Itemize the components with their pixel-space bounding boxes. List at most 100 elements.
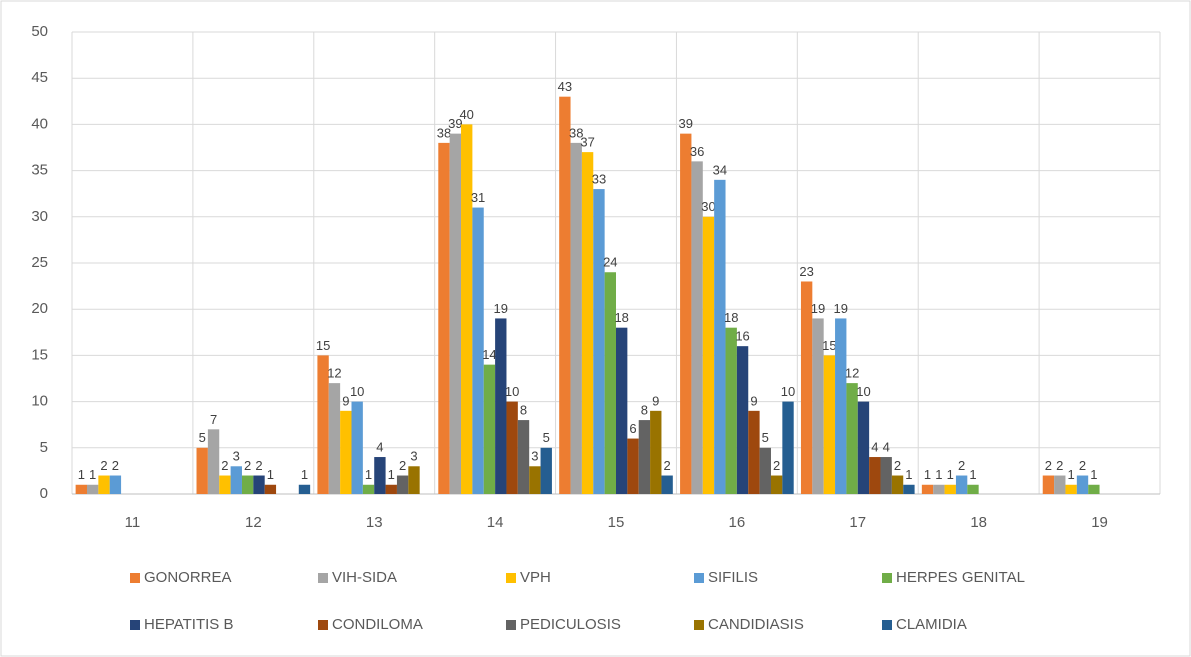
bar — [782, 401, 794, 494]
bar — [506, 401, 518, 494]
bar — [219, 475, 231, 494]
legend-swatch — [694, 573, 704, 583]
legend-label: HEPATITIS B — [144, 616, 233, 633]
data-label: 12 — [845, 366, 859, 381]
bar — [1065, 484, 1077, 494]
data-label: 2 — [664, 458, 671, 473]
data-label: 2 — [958, 458, 965, 473]
data-label: 4 — [871, 439, 878, 454]
data-label: 1 — [1090, 467, 1097, 482]
legend-swatch — [318, 620, 328, 630]
legend-swatch — [882, 573, 892, 583]
data-label: 3 — [410, 449, 417, 464]
bar — [449, 133, 462, 494]
y-tick-label: 35 — [31, 162, 48, 179]
x-tick-label: 15 — [608, 514, 625, 531]
bar — [770, 475, 783, 494]
data-label: 2 — [894, 458, 901, 473]
data-label: 2 — [1045, 458, 1052, 473]
data-label: 1 — [969, 467, 976, 482]
data-label: 10 — [350, 384, 364, 399]
legend-swatch — [506, 620, 516, 630]
data-label: 8 — [520, 403, 527, 418]
data-label: 1 — [935, 467, 942, 482]
data-label: 4 — [883, 439, 890, 454]
data-label: 19 — [494, 301, 508, 316]
legend-label: HERPES GENITAL — [896, 569, 1025, 586]
bar — [903, 484, 915, 494]
legend-label: CANDIDIASIS — [708, 616, 804, 633]
legend-label: VPH — [520, 569, 551, 586]
data-label: 2 — [399, 458, 406, 473]
bar — [944, 484, 956, 494]
x-tick-label: 14 — [487, 514, 504, 531]
data-label: 30 — [701, 199, 715, 214]
bar — [714, 179, 726, 494]
bar — [385, 484, 397, 494]
bar — [725, 327, 737, 494]
bar — [529, 466, 541, 494]
legend-label: PEDICULOSIS — [520, 616, 621, 633]
legend-swatch — [130, 620, 140, 630]
bar — [857, 401, 870, 494]
bar — [1054, 475, 1066, 494]
data-label: 1 — [267, 467, 274, 482]
bar — [495, 318, 507, 494]
data-label: 1 — [365, 467, 372, 482]
bar — [967, 484, 979, 494]
y-tick-label: 5 — [40, 439, 48, 456]
data-label: 1 — [301, 467, 308, 482]
x-tick-label: 16 — [729, 514, 746, 531]
legend-label: VIH-SIDA — [332, 569, 397, 586]
bar — [317, 355, 329, 494]
y-tick-label: 20 — [31, 300, 48, 317]
data-label: 2 — [255, 458, 262, 473]
bar — [604, 272, 616, 494]
y-tick-label: 30 — [31, 208, 48, 225]
data-label: 15 — [822, 338, 836, 353]
bar — [396, 475, 409, 494]
y-tick-label: 0 — [40, 485, 48, 502]
data-label: 19 — [811, 301, 825, 316]
x-tick-label: 11 — [125, 514, 141, 531]
bar — [1076, 475, 1089, 494]
x-tick-label: 18 — [970, 514, 987, 531]
x-tick-label: 13 — [366, 514, 383, 531]
data-label: 39 — [679, 116, 693, 131]
x-tick-label: 12 — [245, 514, 262, 531]
data-label: 1 — [388, 467, 395, 482]
bar — [351, 401, 363, 494]
data-label: 43 — [558, 79, 572, 94]
bar — [748, 410, 760, 494]
bar — [75, 484, 87, 494]
bar — [1042, 475, 1055, 494]
bar — [86, 484, 99, 494]
data-label: 36 — [690, 144, 704, 159]
data-label: 16 — [735, 329, 749, 344]
bar — [835, 318, 847, 494]
bar — [627, 438, 639, 494]
bar — [570, 142, 582, 494]
bar — [408, 466, 420, 494]
data-label: 3 — [531, 449, 538, 464]
data-label: 37 — [580, 135, 594, 150]
legend-label: CONDILOMA — [332, 616, 423, 633]
legend-swatch — [694, 620, 704, 630]
y-tick-label: 40 — [31, 115, 48, 132]
data-label: 40 — [459, 107, 473, 122]
data-label: 1 — [924, 467, 931, 482]
legend-label: CLAMIDIA — [896, 616, 967, 633]
legend-swatch — [882, 620, 892, 630]
bar — [241, 475, 254, 494]
bar — [759, 447, 771, 494]
data-label: 4 — [376, 439, 383, 454]
data-label: 8 — [641, 403, 648, 418]
data-label: 2 — [773, 458, 780, 473]
data-label: 2 — [221, 458, 228, 473]
bar — [880, 457, 892, 494]
data-label: 2 — [112, 458, 119, 473]
data-label: 31 — [471, 190, 485, 205]
bar — [1088, 484, 1100, 494]
bar — [98, 475, 110, 494]
